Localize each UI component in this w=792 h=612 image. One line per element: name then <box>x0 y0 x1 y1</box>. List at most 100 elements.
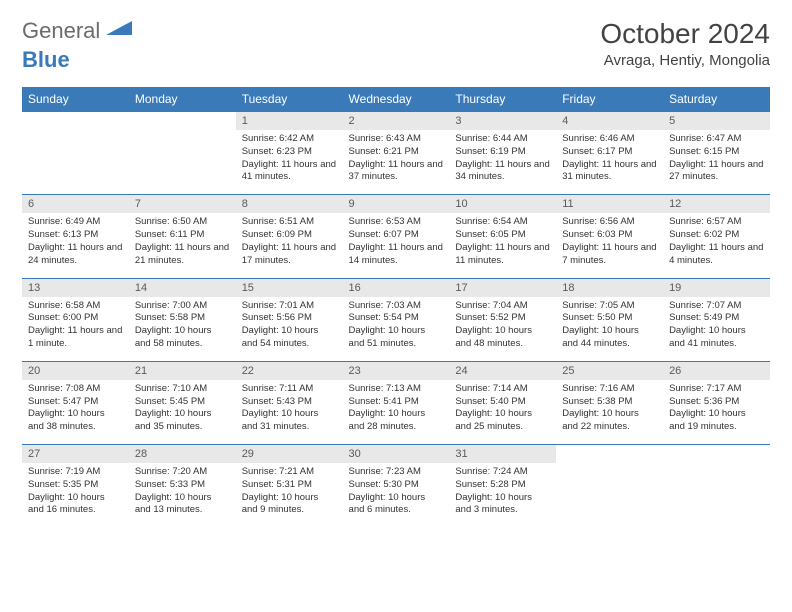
calendar-body: 12345Sunrise: 6:42 AMSunset: 6:23 PMDayl… <box>22 112 770 528</box>
day-number-cell: 16 <box>343 278 450 297</box>
day-info-line: Sunrise: 7:21 AM <box>242 466 337 479</box>
day-content-cell: Sunrise: 7:14 AMSunset: 5:40 PMDaylight:… <box>449 380 556 445</box>
logo: General <box>22 18 132 44</box>
day-number-cell: 7 <box>129 195 236 214</box>
day-number-cell: 9 <box>343 195 450 214</box>
day-info-line: Sunset: 5:31 PM <box>242 479 337 492</box>
day-info-line: Sunset: 6:19 PM <box>455 146 550 159</box>
day-info-line: Daylight: 10 hours and 16 minutes. <box>28 492 123 518</box>
day-info-line: Daylight: 10 hours and 3 minutes. <box>455 492 550 518</box>
weekday-friday: Friday <box>556 87 663 112</box>
day-info-line: Sunset: 6:23 PM <box>242 146 337 159</box>
day-info-line: Sunrise: 7:13 AM <box>349 383 444 396</box>
day-content-cell: Sunrise: 6:47 AMSunset: 6:15 PMDaylight:… <box>663 130 770 195</box>
day-info-line: Daylight: 11 hours and 1 minute. <box>28 325 123 351</box>
day-info-line: Daylight: 11 hours and 17 minutes. <box>242 242 337 268</box>
day-content-cell: Sunrise: 6:42 AMSunset: 6:23 PMDaylight:… <box>236 130 343 195</box>
day-content-cell: Sunrise: 7:19 AMSunset: 5:35 PMDaylight:… <box>22 463 129 527</box>
day-info-line: Daylight: 11 hours and 7 minutes. <box>562 242 657 268</box>
day-info-line: Sunset: 5:52 PM <box>455 312 550 325</box>
day-info-line: Sunset: 6:07 PM <box>349 229 444 242</box>
day-number-row: 20212223242526 <box>22 361 770 380</box>
day-content-cell: Sunrise: 6:58 AMSunset: 6:00 PMDaylight:… <box>22 297 129 362</box>
day-content-cell: Sunrise: 6:50 AMSunset: 6:11 PMDaylight:… <box>129 213 236 278</box>
day-info-line: Daylight: 10 hours and 28 minutes. <box>349 408 444 434</box>
day-number-cell: 1 <box>236 112 343 131</box>
day-info-line: Sunrise: 6:53 AM <box>349 216 444 229</box>
day-info-line: Sunrise: 6:49 AM <box>28 216 123 229</box>
day-info-line: Sunset: 5:38 PM <box>562 396 657 409</box>
day-info-line: Sunset: 5:49 PM <box>669 312 764 325</box>
day-number-cell: 24 <box>449 361 556 380</box>
day-number-cell: 11 <box>556 195 663 214</box>
weekday-thursday: Thursday <box>449 87 556 112</box>
day-info-line: Daylight: 11 hours and 27 minutes. <box>669 159 764 185</box>
day-info-line: Daylight: 11 hours and 41 minutes. <box>242 159 337 185</box>
day-info-line: Sunrise: 7:07 AM <box>669 300 764 313</box>
day-number-cell: 15 <box>236 278 343 297</box>
day-content-cell: Sunrise: 6:56 AMSunset: 6:03 PMDaylight:… <box>556 213 663 278</box>
day-number-cell: 30 <box>343 445 450 464</box>
day-number-cell: 14 <box>129 278 236 297</box>
day-number-cell: 21 <box>129 361 236 380</box>
day-content-cell: Sunrise: 6:49 AMSunset: 6:13 PMDaylight:… <box>22 213 129 278</box>
day-content-row: Sunrise: 7:08 AMSunset: 5:47 PMDaylight:… <box>22 380 770 445</box>
logo-text-2: Blue <box>22 47 70 72</box>
day-info-line: Sunset: 6:02 PM <box>669 229 764 242</box>
day-number-cell: 31 <box>449 445 556 464</box>
day-info-line: Sunset: 5:41 PM <box>349 396 444 409</box>
weekday-wednesday: Wednesday <box>343 87 450 112</box>
day-info-line: Sunrise: 6:57 AM <box>669 216 764 229</box>
day-info-line: Sunset: 6:03 PM <box>562 229 657 242</box>
day-content-cell: Sunrise: 7:11 AMSunset: 5:43 PMDaylight:… <box>236 380 343 445</box>
logo-triangle-icon <box>106 21 132 44</box>
day-info-line: Sunrise: 6:58 AM <box>28 300 123 313</box>
day-info-line: Daylight: 11 hours and 4 minutes. <box>669 242 764 268</box>
logo-text-1: General <box>22 18 100 44</box>
day-info-line: Daylight: 10 hours and 38 minutes. <box>28 408 123 434</box>
day-number-cell: 6 <box>22 195 129 214</box>
day-info-line: Daylight: 10 hours and 6 minutes. <box>349 492 444 518</box>
day-content-cell: Sunrise: 7:23 AMSunset: 5:30 PMDaylight:… <box>343 463 450 527</box>
day-number-cell <box>129 112 236 131</box>
day-number-cell: 10 <box>449 195 556 214</box>
day-info-line: Daylight: 10 hours and 25 minutes. <box>455 408 550 434</box>
day-info-line: Sunrise: 7:23 AM <box>349 466 444 479</box>
day-content-cell: Sunrise: 6:44 AMSunset: 6:19 PMDaylight:… <box>449 130 556 195</box>
day-info-line: Sunset: 5:50 PM <box>562 312 657 325</box>
day-info-line: Daylight: 10 hours and 31 minutes. <box>242 408 337 434</box>
weekday-tuesday: Tuesday <box>236 87 343 112</box>
day-content-row: Sunrise: 6:58 AMSunset: 6:00 PMDaylight:… <box>22 297 770 362</box>
day-info-line: Daylight: 11 hours and 37 minutes. <box>349 159 444 185</box>
day-info-line: Sunrise: 6:44 AM <box>455 133 550 146</box>
day-info-line: Sunrise: 7:04 AM <box>455 300 550 313</box>
day-info-line: Sunrise: 7:05 AM <box>562 300 657 313</box>
day-info-line: Sunset: 6:00 PM <box>28 312 123 325</box>
day-info-line: Sunset: 5:58 PM <box>135 312 230 325</box>
day-info-line: Sunset: 5:43 PM <box>242 396 337 409</box>
day-number-cell: 27 <box>22 445 129 464</box>
day-info-line: Daylight: 10 hours and 54 minutes. <box>242 325 337 351</box>
day-info-line: Sunset: 5:40 PM <box>455 396 550 409</box>
day-number-cell: 17 <box>449 278 556 297</box>
day-info-line: Sunset: 5:47 PM <box>28 396 123 409</box>
day-info-line: Sunrise: 6:42 AM <box>242 133 337 146</box>
day-content-cell: Sunrise: 7:16 AMSunset: 5:38 PMDaylight:… <box>556 380 663 445</box>
day-info-line: Daylight: 10 hours and 41 minutes. <box>669 325 764 351</box>
day-info-line: Daylight: 10 hours and 58 minutes. <box>135 325 230 351</box>
day-info-line: Sunset: 5:56 PM <box>242 312 337 325</box>
day-content-cell: Sunrise: 7:01 AMSunset: 5:56 PMDaylight:… <box>236 297 343 362</box>
day-number-cell: 5 <box>663 112 770 131</box>
day-info-line: Sunset: 5:28 PM <box>455 479 550 492</box>
day-info-line: Sunrise: 7:11 AM <box>242 383 337 396</box>
day-info-line: Daylight: 11 hours and 11 minutes. <box>455 242 550 268</box>
day-info-line: Sunrise: 7:17 AM <box>669 383 764 396</box>
day-number-cell: 26 <box>663 361 770 380</box>
day-number-cell: 2 <box>343 112 450 131</box>
day-content-cell <box>663 463 770 527</box>
day-info-line: Sunrise: 7:20 AM <box>135 466 230 479</box>
day-number-row: 12345 <box>22 112 770 131</box>
day-content-cell <box>129 130 236 195</box>
day-info-line: Daylight: 11 hours and 21 minutes. <box>135 242 230 268</box>
day-content-cell: Sunrise: 7:00 AMSunset: 5:58 PMDaylight:… <box>129 297 236 362</box>
